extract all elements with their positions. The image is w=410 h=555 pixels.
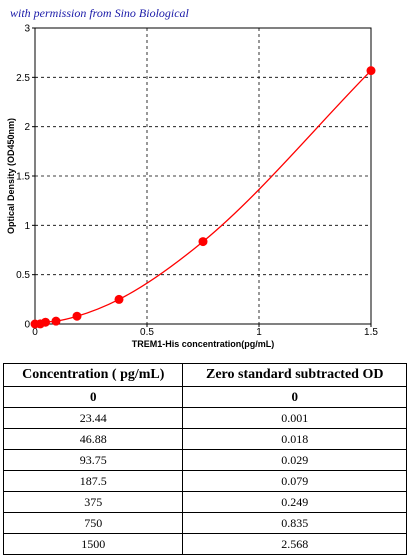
od-cell: 0.835	[182, 512, 407, 534]
y-tick-label: 1.5	[16, 172, 30, 183]
concentration-cell: 187.5	[2, 470, 184, 492]
table-row: 46.88 0.018	[2, 428, 407, 450]
axis-ticks: 0 0.5 1 1.5 0 0.5 1 1.5 2 2.5 3	[16, 24, 378, 339]
table-row: 375 0.249	[2, 491, 407, 513]
y-tick-label: 0	[24, 320, 30, 331]
standard-curve-chart: 0 0.5 1 1.5 0 0.5 1 1.5 2 2.5 3 TREM1-His concentr…	[6, 24, 378, 350]
x-axis-title: TREM1-His concentration(pg/mL)	[132, 339, 275, 349]
data-point	[114, 294, 124, 304]
y-tick-label: 0.5	[16, 270, 30, 281]
concentration-cell: 0	[2, 386, 184, 408]
table-row: 187.5 0.079	[2, 470, 407, 492]
standard-table: Concentration ( pg/mL) Zero standard sub…	[2, 363, 407, 555]
fitted-curve	[34, 70, 372, 325]
concentration-cell: 1500	[2, 533, 184, 555]
od-cell: 0.079	[182, 470, 407, 492]
header-od: Zero standard subtracted OD	[182, 363, 407, 387]
y-tick-label: 2	[24, 122, 30, 133]
concentration-cell: 46.88	[2, 428, 184, 450]
x-tick-label: 1	[256, 327, 262, 338]
y-axis-title: Optical Density (OD450nm)	[6, 118, 16, 234]
concentration-cell: 375	[2, 491, 184, 513]
y-tick-label: 2.5	[16, 73, 30, 84]
table-row: 750 0.835	[2, 512, 407, 534]
y-tick-label: 3	[24, 24, 30, 35]
concentration-cell: 750	[2, 512, 184, 534]
table-row: 0 0	[2, 386, 407, 408]
od-cell: 0	[182, 386, 407, 408]
od-cell: 2.568	[182, 533, 407, 555]
od-cell: 0.029	[182, 449, 407, 471]
od-cell: 0.018	[182, 428, 407, 450]
y-tick-label: 1	[24, 221, 30, 232]
credit-text: with permission from Sino Biological	[10, 6, 189, 20]
table-header-row: Concentration ( pg/mL) Zero standard sub…	[2, 363, 407, 387]
od-cell: 0.001	[182, 407, 407, 429]
data-points	[30, 66, 376, 329]
table-row: 93.75 0.029	[2, 449, 407, 471]
table-row: 1500 2.568	[2, 533, 407, 555]
data-point	[198, 237, 208, 247]
x-tick-label: 0	[32, 327, 38, 338]
data-point	[41, 317, 51, 327]
data-point	[366, 66, 376, 76]
concentration-cell: 23.44	[2, 407, 184, 429]
grid-lines	[35, 28, 371, 324]
table-row: 23.44 0.001	[2, 407, 407, 429]
od-cell: 0.249	[182, 491, 407, 513]
data-point	[51, 316, 61, 326]
x-tick-label: 0.5	[140, 327, 154, 338]
concentration-cell: 93.75	[2, 449, 184, 471]
header-concentration: Concentration ( pg/mL)	[2, 363, 184, 387]
data-point	[72, 311, 82, 321]
x-tick-label: 1.5	[364, 327, 378, 338]
